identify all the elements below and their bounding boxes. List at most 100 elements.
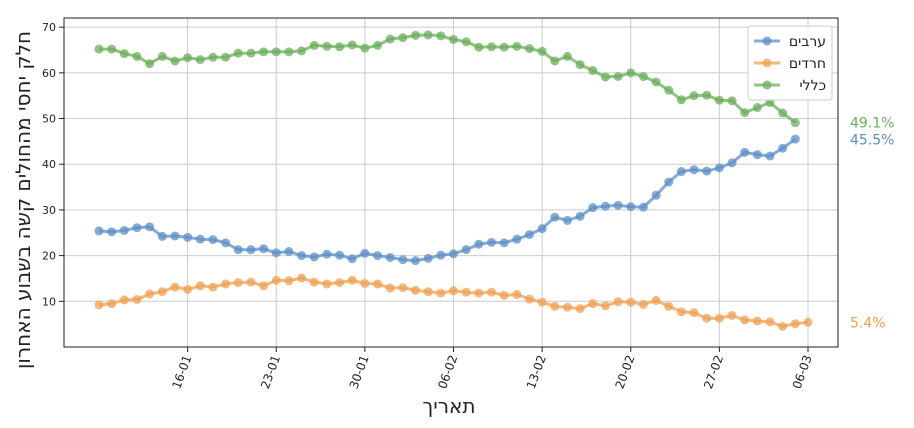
data-point bbox=[689, 308, 699, 318]
data-point bbox=[94, 300, 104, 310]
data-point bbox=[347, 275, 357, 285]
legend-swatch-marker bbox=[762, 36, 772, 46]
data-point bbox=[474, 42, 484, 52]
data-point bbox=[183, 53, 193, 63]
data-point bbox=[778, 321, 788, 331]
data-point bbox=[588, 66, 598, 76]
data-point bbox=[309, 40, 319, 50]
y-tick-label: 70 bbox=[42, 21, 56, 34]
data-point bbox=[651, 77, 661, 87]
data-point bbox=[335, 278, 345, 288]
data-point bbox=[170, 282, 180, 292]
data-point bbox=[461, 37, 471, 47]
y-tick-label: 50 bbox=[42, 113, 56, 126]
x-tick-label: 06-03 bbox=[790, 353, 815, 391]
data-point bbox=[183, 232, 193, 242]
data-point bbox=[702, 90, 712, 100]
data-point bbox=[638, 202, 648, 212]
data-point bbox=[360, 43, 370, 53]
data-point bbox=[474, 288, 484, 298]
data-point bbox=[259, 244, 269, 254]
data-point bbox=[183, 284, 193, 294]
data-point bbox=[664, 177, 674, 187]
data-point bbox=[575, 211, 585, 221]
data-point bbox=[486, 42, 496, 52]
legend-label: כללי bbox=[800, 78, 826, 94]
data-point bbox=[94, 226, 104, 236]
data-point bbox=[119, 295, 129, 305]
data-point bbox=[714, 95, 724, 105]
data-point bbox=[132, 294, 142, 304]
data-point bbox=[524, 44, 534, 54]
series-end-label: 5.4% bbox=[850, 315, 886, 331]
data-point bbox=[208, 52, 218, 62]
data-point bbox=[740, 147, 750, 157]
data-point bbox=[664, 85, 674, 95]
data-point bbox=[588, 299, 598, 309]
data-point bbox=[765, 151, 775, 161]
data-point bbox=[676, 95, 686, 105]
data-point bbox=[411, 285, 421, 295]
data-point bbox=[449, 286, 458, 296]
data-point bbox=[271, 248, 281, 258]
data-point bbox=[309, 277, 319, 287]
legend-label: ערבים bbox=[789, 34, 826, 50]
data-point bbox=[727, 310, 737, 320]
data-point bbox=[145, 59, 155, 69]
data-point bbox=[297, 46, 307, 56]
data-point bbox=[195, 281, 205, 291]
data-point bbox=[271, 275, 281, 285]
data-point bbox=[651, 190, 661, 200]
data-point bbox=[486, 237, 496, 247]
y-axis-label: חלק יחסי מהחולים קשה בשבוע האחרון bbox=[11, 31, 35, 369]
x-tick-label: 30-01 bbox=[347, 353, 372, 391]
x-tick-label: 06-02 bbox=[435, 353, 460, 391]
series-line bbox=[98, 137, 797, 263]
series-group bbox=[94, 134, 800, 266]
legend-swatch-marker bbox=[762, 58, 772, 68]
data-point bbox=[195, 234, 205, 244]
data-point bbox=[119, 225, 129, 235]
data-point bbox=[499, 42, 509, 52]
data-point bbox=[740, 315, 750, 325]
data-point bbox=[550, 301, 560, 311]
x-tick-label: 16-01 bbox=[169, 353, 194, 391]
data-point bbox=[626, 68, 636, 78]
y-tick-label: 60 bbox=[42, 67, 56, 80]
series-end-label: 45.5% bbox=[850, 133, 894, 149]
data-point bbox=[119, 49, 129, 59]
data-point bbox=[107, 299, 117, 309]
data-point bbox=[803, 317, 813, 327]
data-point bbox=[588, 203, 598, 213]
series-group bbox=[94, 273, 813, 331]
data-point bbox=[575, 60, 585, 70]
data-point bbox=[322, 279, 332, 289]
data-point bbox=[790, 319, 800, 329]
y-tick-label: 40 bbox=[42, 158, 56, 171]
data-point bbox=[145, 222, 155, 232]
data-point bbox=[360, 248, 370, 258]
data-point bbox=[499, 238, 509, 248]
y-tick-label: 10 bbox=[42, 295, 56, 308]
data-point bbox=[461, 245, 471, 255]
data-point bbox=[107, 227, 117, 237]
data-point bbox=[221, 279, 231, 289]
data-point bbox=[600, 301, 610, 311]
data-point bbox=[398, 33, 408, 43]
data-point bbox=[702, 313, 712, 323]
data-point bbox=[474, 239, 484, 249]
data-point bbox=[322, 249, 332, 259]
data-point bbox=[411, 30, 421, 40]
data-point bbox=[702, 166, 712, 176]
data-point bbox=[512, 41, 522, 51]
data-point bbox=[221, 238, 231, 248]
data-point bbox=[170, 56, 180, 66]
data-point bbox=[233, 278, 243, 288]
data-point bbox=[638, 71, 648, 81]
data-point bbox=[195, 55, 205, 65]
data-point bbox=[689, 165, 699, 175]
data-point bbox=[259, 47, 269, 57]
grid bbox=[64, 18, 838, 347]
